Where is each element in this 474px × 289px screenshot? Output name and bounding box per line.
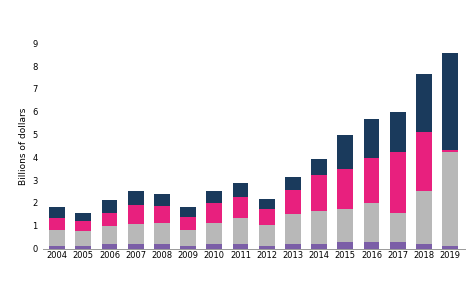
Y-axis label: Billions of dollars: Billions of dollars: [19, 107, 28, 185]
Bar: [128, 191, 144, 205]
Bar: [285, 177, 301, 190]
Bar: [75, 213, 91, 221]
Bar: [364, 158, 379, 203]
Bar: [154, 206, 170, 223]
Bar: [416, 132, 432, 191]
Bar: [206, 191, 222, 203]
Bar: [49, 218, 65, 230]
Bar: [154, 223, 170, 244]
Bar: [285, 244, 301, 249]
Bar: [180, 217, 196, 230]
Bar: [154, 194, 170, 206]
Bar: [311, 244, 327, 249]
Bar: [128, 224, 144, 244]
Bar: [390, 242, 406, 249]
Bar: [259, 209, 274, 225]
Bar: [442, 150, 458, 152]
Bar: [75, 246, 91, 249]
Bar: [180, 207, 196, 217]
Bar: [101, 226, 118, 244]
Bar: [311, 159, 327, 175]
Bar: [259, 225, 274, 246]
Bar: [75, 221, 91, 231]
Bar: [75, 231, 91, 246]
Bar: [233, 197, 248, 218]
Bar: [180, 246, 196, 249]
Bar: [442, 53, 458, 150]
Bar: [101, 244, 118, 249]
Bar: [364, 119, 379, 158]
Bar: [416, 74, 432, 132]
Bar: [233, 244, 248, 249]
Bar: [311, 211, 327, 244]
Bar: [416, 191, 432, 244]
Bar: [233, 183, 248, 197]
Bar: [337, 135, 353, 169]
Bar: [259, 246, 274, 249]
Bar: [49, 246, 65, 249]
Bar: [206, 203, 222, 223]
Bar: [285, 214, 301, 244]
Bar: [416, 244, 432, 249]
Bar: [128, 205, 144, 224]
Bar: [206, 244, 222, 249]
Bar: [364, 203, 379, 242]
Bar: [154, 244, 170, 249]
Bar: [206, 223, 222, 244]
Bar: [285, 190, 301, 214]
Bar: [442, 246, 458, 249]
Bar: [390, 212, 406, 242]
Bar: [259, 199, 274, 209]
Bar: [233, 218, 248, 244]
Bar: [49, 207, 65, 218]
Bar: [390, 112, 406, 152]
Bar: [128, 244, 144, 249]
Bar: [101, 212, 118, 226]
Bar: [337, 169, 353, 209]
Bar: [311, 175, 327, 211]
Bar: [180, 230, 196, 246]
Bar: [337, 242, 353, 249]
Bar: [390, 152, 406, 212]
Bar: [337, 209, 353, 242]
Bar: [364, 242, 379, 249]
Bar: [442, 152, 458, 246]
Bar: [49, 230, 65, 246]
Text: Figure 3.1: Investment Distribution in the Various Stages of Company Development: Figure 3.1: Investment Distribution in t…: [6, 14, 474, 24]
Bar: [101, 200, 118, 212]
